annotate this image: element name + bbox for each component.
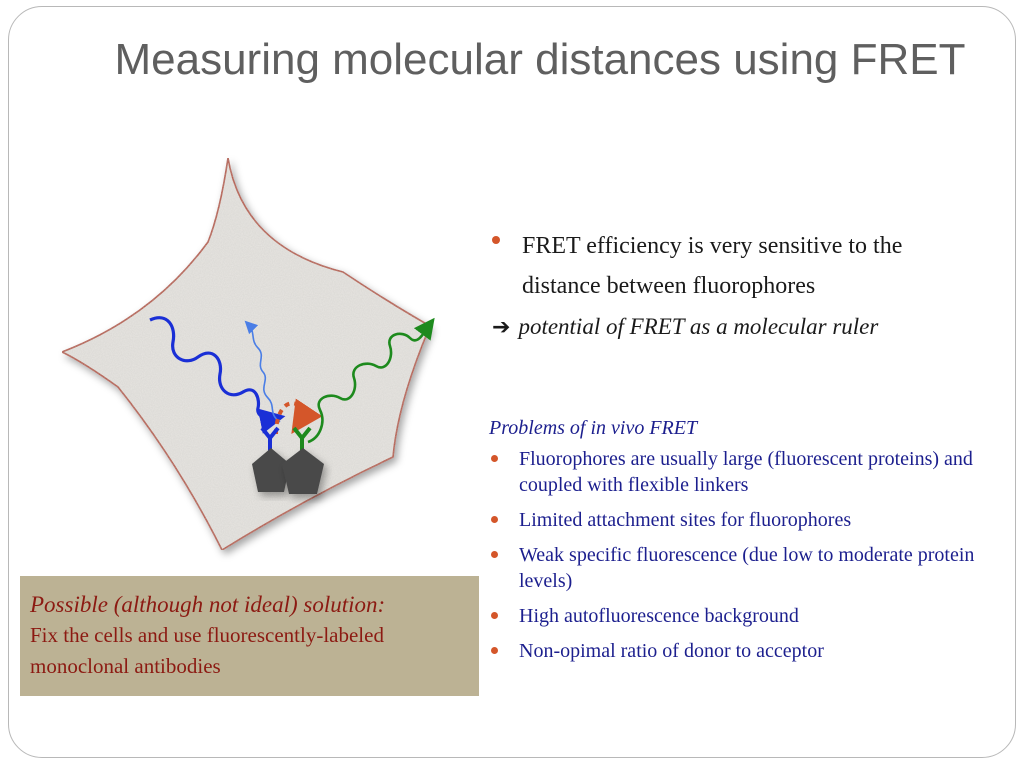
donor-protein — [252, 448, 290, 492]
bullet-text: FRET efficiency is very sensitive to the… — [522, 233, 903, 299]
bullet-dot-icon — [492, 236, 500, 244]
solution-box: Possible (although not ideal) solution: … — [20, 576, 479, 696]
list-item: High autofluorescence background — [489, 603, 989, 629]
bullet-fret-sensitivity: FRET efficiency is very sensitive to the… — [492, 226, 972, 306]
bullet-dot-icon — [491, 516, 498, 523]
donor-excitation-wave — [149, 316, 286, 434]
bullet-dot-icon — [491, 455, 498, 462]
list-item: Weak specific fluorescence (due low to m… — [489, 542, 989, 594]
fret-transfer-arrow — [274, 398, 323, 435]
bullet-dot-icon — [491, 612, 498, 619]
solution-body: Fix the cells and use fluorescently-labe… — [30, 623, 384, 678]
fret-cell-illustration — [59, 157, 435, 552]
list-item: Fluorophores are usually large (fluoresc… — [489, 446, 989, 498]
list-item: Limited attachment sites for fluorophore… — [489, 507, 989, 533]
bullet-dot-icon — [491, 551, 498, 558]
solution-heading: Possible (although not ideal) solution: — [30, 592, 386, 617]
problems-list: Fluorophores are usually large (fluoresc… — [489, 446, 989, 664]
bullet-dot-icon — [491, 647, 498, 654]
acceptor-emission-wave — [307, 317, 435, 444]
list-item: Non-opimal ratio of donor to acceptor — [489, 638, 989, 664]
donor-emission-wave — [244, 320, 281, 423]
problems-heading: Problems of in vivo FRET — [489, 417, 698, 439]
arrow-right-icon: ➔ — [492, 315, 511, 340]
acceptor-protein — [282, 448, 324, 494]
slide-title: Measuring molecular distances using FRET — [114, 35, 966, 84]
cell-shape — [59, 157, 432, 552]
problems-section: Problems of in vivo FRET Fluorophores ar… — [489, 414, 989, 673]
molecular-ruler-line: ➔ potential of FRET as a molecular ruler — [492, 314, 992, 340]
molecular-ruler-text: potential of FRET as a molecular ruler — [518, 314, 879, 339]
